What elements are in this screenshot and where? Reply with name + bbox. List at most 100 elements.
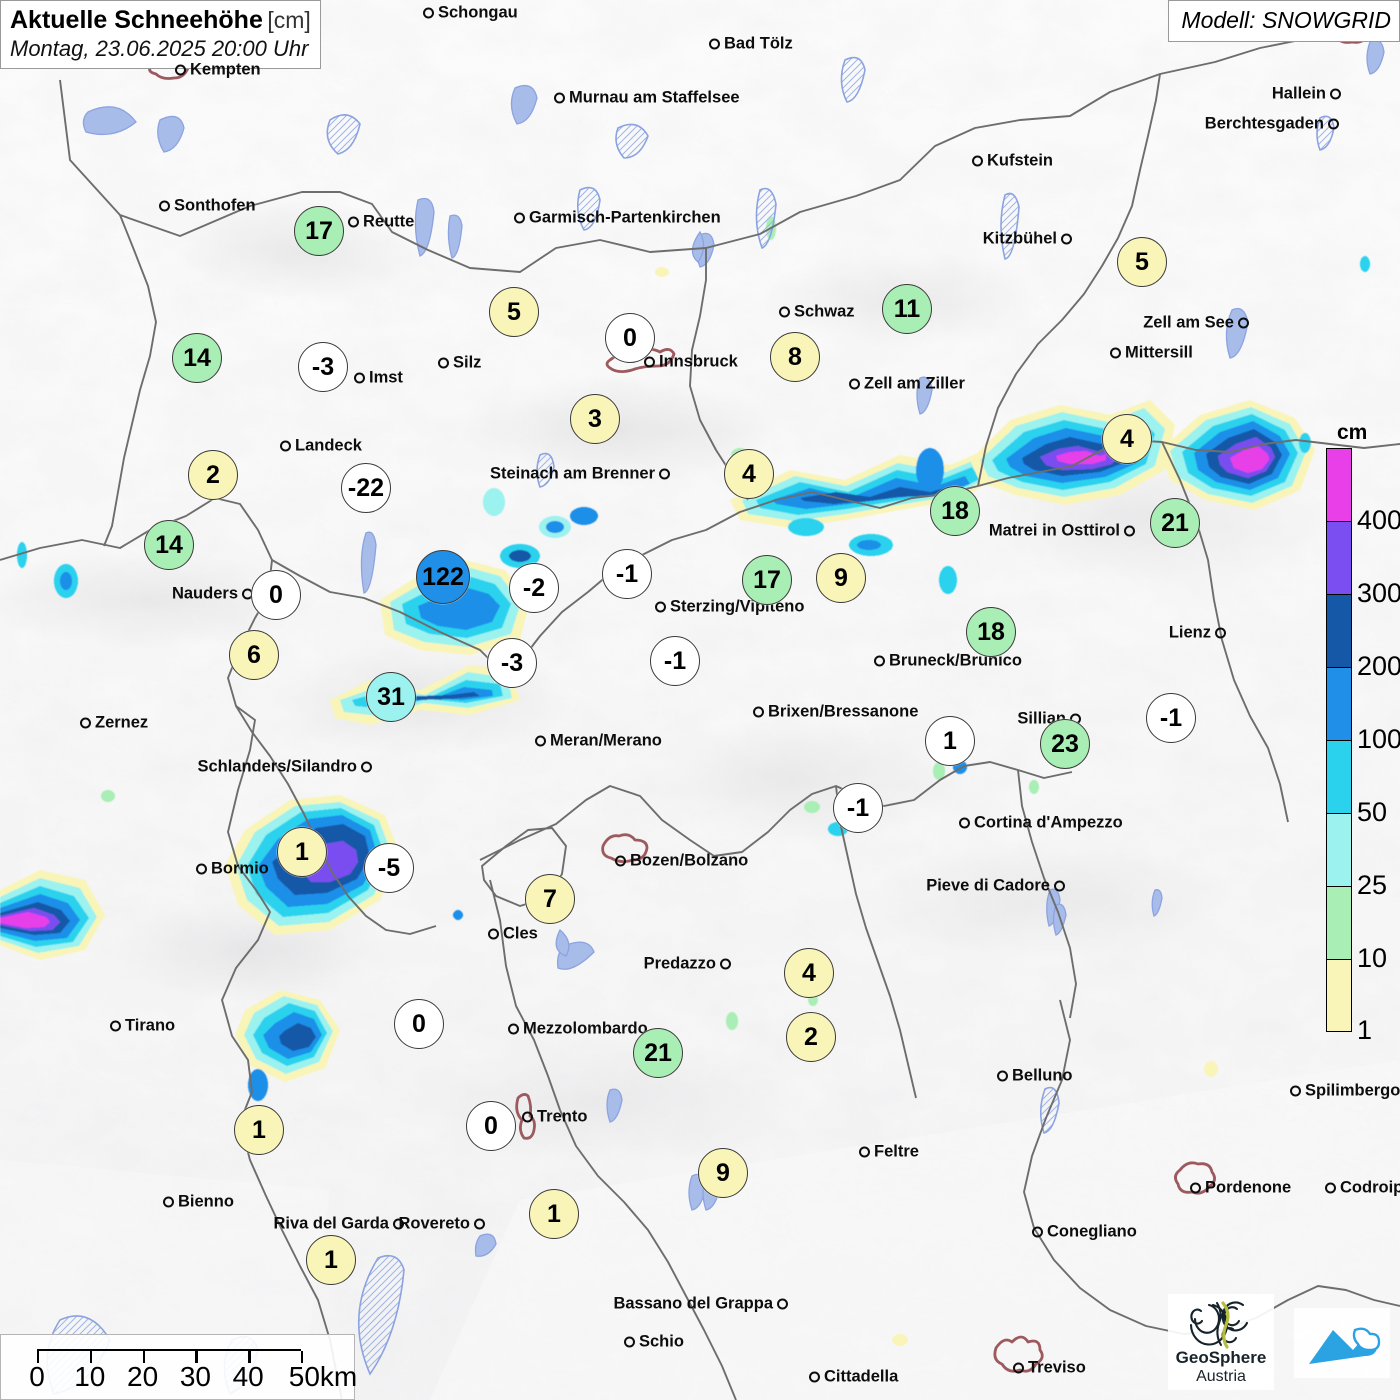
station-marker[interactable]: -3 [487,638,537,688]
model-label: Modell: SNOWGRID [1168,0,1400,43]
station-marker[interactable]: 23 [1040,719,1090,769]
place-label: Zell am See [1143,314,1249,333]
station-marker[interactable]: 14 [172,333,222,383]
city-dot-icon [777,1298,788,1310]
station-marker[interactable]: -1 [1146,693,1196,743]
place-name: Silz [453,353,482,372]
station-marker[interactable]: 4 [1102,414,1152,464]
station-marker[interactable]: -1 [833,783,883,833]
station-marker[interactable]: 1 [277,827,327,877]
station-marker[interactable]: 0 [466,1101,516,1151]
station-marker[interactable]: 1 [529,1189,579,1239]
place-label: Belluno [997,1067,1073,1086]
place-label: Zernez [80,714,148,733]
station-marker[interactable]: -1 [602,549,652,599]
place-name: Cles [503,924,538,943]
place-name: Conegliano [1047,1222,1137,1241]
scale-tick-label: 20 [127,1361,159,1392]
station-marker[interactable]: -3 [298,342,348,392]
station-marker[interactable]: -5 [364,843,414,893]
colorbar-band: 25 [1326,813,1387,900]
station-marker[interactable]: -2 [509,563,559,613]
place-name: Schlanders/Silandro [197,757,357,776]
station-marker[interactable]: 11 [882,284,932,334]
place-name: Innsbruck [659,352,738,371]
station-marker[interactable]: 1 [306,1235,356,1285]
scale-tick-label: 0 [29,1361,45,1392]
station-marker[interactable]: -1 [650,636,700,686]
city-dot-icon [1032,1226,1043,1238]
place-name: Schongau [438,3,518,22]
place-name: Tirano [125,1016,176,1035]
station-marker[interactable]: 18 [930,486,980,536]
place-label: Riva del Garda [273,1215,404,1234]
place-label: Meran/Merano [535,732,662,751]
station-marker[interactable]: -22 [341,463,391,513]
colorbar-tick-label: 50 [1357,797,1388,827]
place-label: Conegliano [1032,1223,1137,1242]
station-marker[interactable]: 0 [251,570,301,620]
place-label: Bienno [163,1193,234,1212]
colorbar-band: 200 [1326,594,1400,681]
city-dot-icon [720,958,731,970]
station-marker[interactable]: 4 [784,948,834,998]
colorbar-tick-label: 400 [1357,505,1400,535]
station-marker[interactable]: 122 [416,550,470,604]
station-marker[interactable]: 31 [366,672,416,722]
place-name: Steinach am Brenner [489,464,655,483]
station-marker[interactable]: 17 [294,206,344,256]
station-marker[interactable]: 0 [394,999,444,1049]
place-name: Meran/Merano [550,731,662,750]
station-marker[interactable]: 7 [525,874,575,924]
scale-tick-label: 40 [232,1361,264,1392]
station-marker[interactable]: 14 [144,520,194,570]
place-name: Zernez [95,713,149,732]
station-marker[interactable]: 5 [489,287,539,337]
city-dot-icon [972,155,983,167]
station-marker[interactable]: 2 [188,450,238,500]
place-name: Schio [639,1332,684,1351]
colorbar-tick-label: 200 [1357,651,1400,681]
city-dot-icon [196,863,207,875]
city-dot-icon [959,817,970,829]
station-marker[interactable]: 6 [229,630,279,680]
city-dot-icon [514,212,525,224]
station-marker[interactable]: 3 [570,394,620,444]
city-dot-icon [1290,1085,1301,1097]
colorbar-band: 50 [1326,740,1387,827]
place-label: Predazzo [644,955,731,974]
place-label: Pieve di Cadore [926,877,1065,896]
city-dot-icon [1124,525,1135,537]
station-marker[interactable]: 21 [633,1028,683,1078]
station-marker[interactable]: 4 [724,449,774,499]
station-marker[interactable]: 2 [786,1012,836,1062]
city-dot-icon [1330,88,1341,100]
station-marker[interactable]: 17 [742,555,792,605]
place-label: Tirano [110,1017,175,1036]
place-name: Treviso [1028,1358,1086,1377]
page-title: Aktuelle Schneehöhe [cm] [10,5,311,36]
station-marker[interactable]: 0 [605,313,655,363]
station-marker[interactable]: 18 [966,607,1016,657]
geosphere-sub: Austria [1196,1367,1246,1385]
city-dot-icon [280,440,291,452]
place-name: Bassano del Grappa [613,1294,773,1313]
station-marker[interactable]: 5 [1117,237,1167,287]
station-marker[interactable]: 9 [816,553,866,603]
station-marker[interactable]: 9 [698,1148,748,1198]
place-label: Bassano del Grappa [613,1295,788,1314]
place-label: Brixen/Bressanone [753,703,918,722]
station-marker[interactable]: 1 [925,716,975,766]
place-label: Bad Tölz [709,35,793,54]
place-name: Reutte [363,212,415,231]
station-marker[interactable]: 21 [1150,498,1200,548]
station-marker[interactable]: 8 [770,332,820,382]
place-label: Berchtesgaden [1205,115,1339,134]
title-panel: Aktuelle Schneehöhe [cm] Montag, 23.06.2… [0,0,321,70]
colorbar-tick-label: 300 [1357,578,1400,608]
colorbar[interactable]: 400 300 200 100 50 25 10 1 [1326,448,1400,1045]
station-marker[interactable]: 1 [234,1105,284,1155]
place-label: Rovereto [398,1215,485,1234]
scale-tick [89,1351,93,1363]
